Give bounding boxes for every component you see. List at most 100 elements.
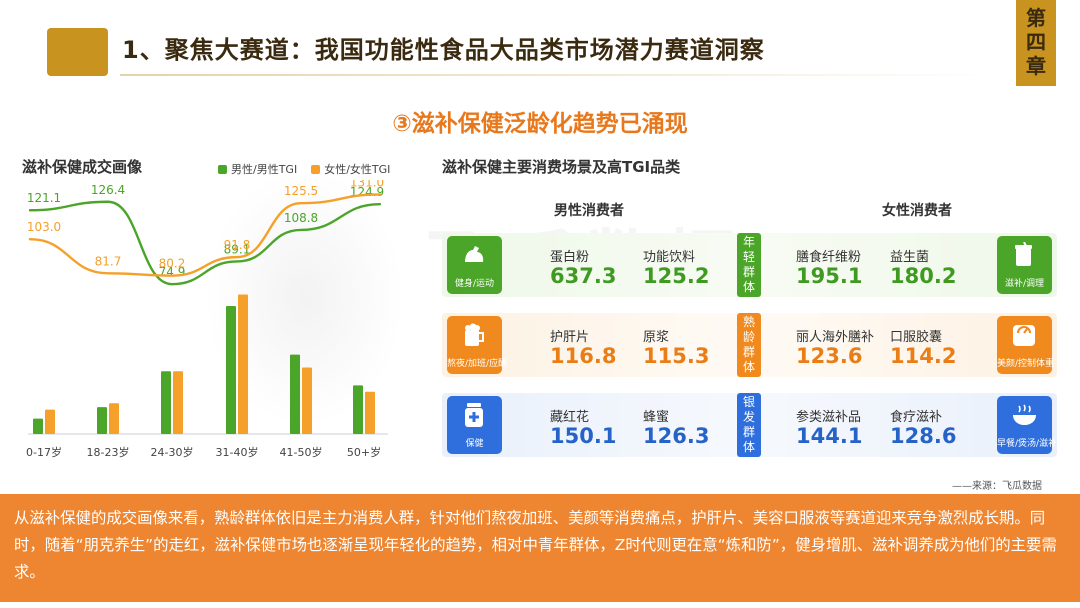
- legend-swatch-male: [218, 164, 227, 174]
- category-name: 丽人海外膳补: [796, 330, 875, 345]
- bar-female: [238, 294, 248, 434]
- category-tgi-value: 150.1: [550, 424, 617, 448]
- source-note: ——来源：飞瓜数据: [952, 481, 1042, 492]
- age-group-char: 体: [742, 280, 755, 294]
- tgi-label-male: 121.1: [27, 191, 61, 205]
- category-tgi-value: 114.2: [890, 344, 957, 368]
- category-name: 参类滋补品: [796, 410, 862, 425]
- tgi-line-female: [28, 193, 382, 277]
- tgi-label-female: 80.2: [159, 257, 186, 271]
- age-group-char: 体: [742, 360, 755, 374]
- category-name: 益生菌: [890, 250, 930, 265]
- scenario-icon-card: 早餐/煲汤/滋补: [997, 396, 1058, 454]
- category-tgi-value: 115.3: [643, 344, 710, 368]
- scenario-label: 美颜/控制体重: [997, 359, 1055, 369]
- scenario-label: 早餐/煲汤/滋补: [997, 439, 1058, 449]
- tgi-label-female: 125.5: [284, 184, 318, 198]
- age-group-tag: 银发群体: [737, 393, 761, 457]
- scenario-icon-card: 保健: [447, 396, 502, 454]
- page-title: 1、聚焦大赛道：我国功能性食品大品类市场潜力赛道洞察: [122, 36, 765, 64]
- header-divider: [120, 74, 1000, 76]
- category-name: 护肝片: [550, 330, 590, 345]
- age-group-char: 年: [742, 235, 755, 249]
- summary-box: 从滋补保健的成交画像来看，熟龄群体依旧是主力消费人群，针对他们熬夜加班、美颜等消…: [0, 494, 1080, 602]
- bar-male: [290, 354, 300, 434]
- x-tick-label: 41-50岁: [280, 445, 323, 459]
- age-group-char: 群: [742, 425, 755, 439]
- scenario-label: 健身/运动: [454, 279, 495, 289]
- scenario-label: 熬夜/加班/应酬: [447, 359, 508, 369]
- bar-male: [161, 371, 171, 434]
- category-tgi-value: 637.3: [550, 264, 617, 288]
- category-tgi-value: 195.1: [796, 264, 863, 288]
- summary-text: 从滋补保健的成交画像来看，熟龄群体依旧是主力消费人群，针对他们熬夜加班、美颜等消…: [14, 509, 1057, 581]
- category-tgi-value: 144.1: [796, 424, 863, 448]
- bar-female: [173, 371, 183, 434]
- age-group-char: 体: [742, 440, 755, 454]
- legend-item-female: 女性/女性TGI: [311, 161, 390, 177]
- category-name: 蛋白粉: [550, 250, 590, 265]
- bar-male: [97, 407, 107, 434]
- tgi-label-female: 103.0: [27, 220, 61, 234]
- scenario-icon-card: 健身/运动: [447, 236, 502, 294]
- age-group-char: 群: [742, 265, 755, 279]
- category-tgi-value: 128.6: [890, 424, 957, 448]
- legend-label-male: 男性/男性TGI: [231, 163, 298, 176]
- age-group-char: 龄: [742, 330, 755, 344]
- category-name: 口服胶囊: [890, 330, 943, 345]
- legend-swatch-female: [311, 164, 321, 174]
- x-tick-label: 50+岁: [347, 445, 381, 459]
- tgi-label-male: 126.4: [91, 183, 125, 197]
- bar-female: [45, 409, 55, 434]
- category-tgi-value: 126.3: [643, 424, 710, 448]
- bar-female: [109, 403, 119, 434]
- age-group-char: 群: [742, 345, 755, 359]
- bar-male: [353, 385, 363, 434]
- category-tgi-value: 123.6: [796, 344, 863, 368]
- category-tgi-value: 180.2: [890, 264, 957, 288]
- scenario-icon-card: 美颜/控制体重: [997, 316, 1055, 374]
- tgi-line-male: [28, 200, 382, 286]
- age-group-tag: 年轻群体: [737, 233, 761, 297]
- chapter-char: 章: [1026, 54, 1046, 78]
- header-accent-block: [47, 28, 108, 76]
- bar-male: [226, 306, 236, 434]
- tgi-label-female: 91.8: [224, 238, 251, 252]
- section-subtitle: ③滋补保健泛龄化趋势已涌现: [392, 111, 688, 137]
- chapter-char: 第: [1026, 6, 1046, 30]
- x-tick-label: 18-23岁: [87, 445, 130, 459]
- tgi-label-female: 81.7: [95, 254, 122, 268]
- chapter-char: 四: [1026, 30, 1046, 54]
- category-tgi-value: 125.2: [643, 264, 710, 288]
- chart-title: 滋补保健成交画像: [22, 158, 143, 176]
- scenario-icon-card: 熬夜/加班/应酬: [447, 316, 508, 374]
- category-name: 膳食纤维粉: [796, 250, 862, 265]
- tgi-label-female: 131.0: [350, 180, 384, 189]
- chart-legend: 男性/男性TGI 女性/女性TGI: [218, 161, 390, 177]
- age-group-char: 熟: [742, 315, 755, 329]
- bar-female: [302, 367, 312, 434]
- category-tgi-value: 116.8: [550, 344, 617, 368]
- legend-item-male: 男性/男性TGI: [218, 161, 297, 177]
- male-column-head: 男性消费者: [554, 203, 624, 219]
- x-tick-label: 31-40岁: [216, 445, 259, 459]
- tgi-label-male: 108.8: [284, 211, 318, 225]
- x-tick-label: 0-17岁: [26, 445, 62, 459]
- scenario-icon-card: 滋补/调理: [997, 236, 1052, 294]
- scenario-label: 滋补/调理: [1004, 279, 1045, 289]
- age-group-char: 银: [742, 395, 755, 409]
- category-name: 原浆: [643, 330, 670, 345]
- age-group-char: 轻: [742, 250, 755, 264]
- category-name: 蜂蜜: [643, 410, 670, 425]
- female-column-head: 女性消费者: [882, 203, 952, 219]
- bar-female: [365, 391, 375, 434]
- chapter-tab: 第 四 章: [1016, 0, 1056, 86]
- x-tick-label: 24-30岁: [151, 445, 194, 459]
- category-name: 食疗滋补: [890, 410, 943, 425]
- category-name: 功能饮料: [643, 250, 696, 265]
- bar-male: [33, 418, 43, 434]
- tgi-label-male: 89.1: [224, 242, 251, 256]
- scenario-label: 保健: [465, 439, 484, 449]
- legend-label-female: 女性/女性TGI: [324, 163, 391, 176]
